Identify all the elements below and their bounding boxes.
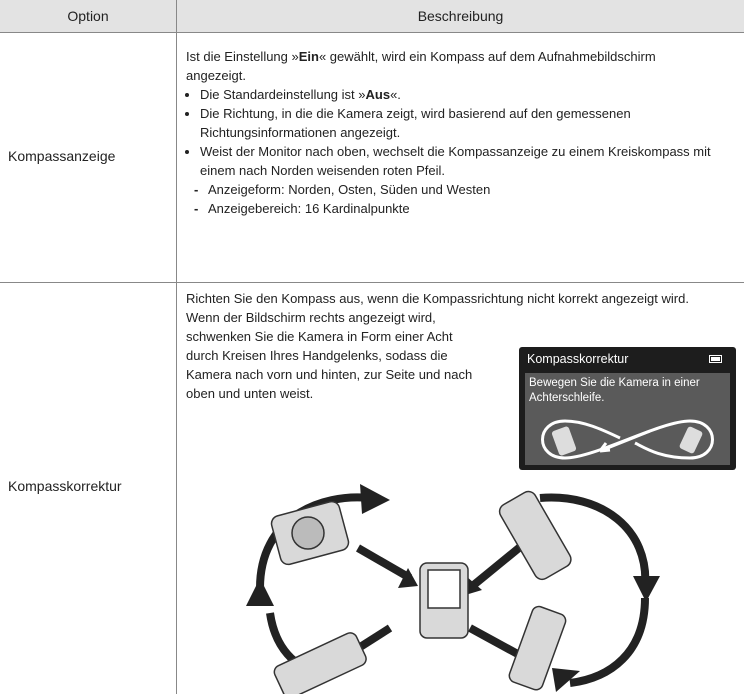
bullet: Die Richtung, in die die Kamera zeigt, w… (200, 104, 660, 142)
description: Ist die Einstellung »Ein« gewählt, wird … (186, 47, 711, 218)
text: Ist die Einstellung » (186, 49, 299, 64)
bullet-list: Die Standardeinstellung ist »Aus«. Die R… (186, 85, 711, 180)
screen-message-box: Bewegen Sie die Kamera in einer Achtersc… (525, 373, 730, 465)
text: « gewählt, wird ein Kompass auf dem Aufn… (186, 49, 656, 83)
screen-title: Kompasskorrektur (527, 352, 629, 366)
paragraph: Richten Sie den Kompass aus, wenn die Ko… (186, 291, 689, 306)
header-description: Beschreibung (177, 0, 744, 33)
row-divider (0, 282, 744, 283)
figure-eight-icon (541, 419, 714, 460)
screen-message: Bewegen Sie die Kamera in einer Achtersc… (529, 377, 700, 404)
sub-bullet: Anzeigebereich: 16 Kardinalpunkte (208, 199, 706, 218)
text: «. (390, 87, 401, 102)
camera-screen: Kompasskorrektur Bewegen Sie die Kamera … (519, 347, 736, 470)
text: Die Standardeinstellung ist » (200, 87, 366, 102)
option-label: Kompassanzeige (8, 148, 116, 164)
paragraph: Wenn der Bildschirm rechts angezeigt wir… (186, 310, 473, 401)
rotation-illustration (246, 484, 660, 694)
bold-text: Aus (365, 87, 391, 102)
intro: Ist die Einstellung »Ein« gewählt, wird … (186, 47, 706, 85)
battery-icon (709, 355, 722, 363)
option-label: Kompasskorrektur (8, 478, 122, 494)
bullet: Die Standardeinstellung ist »Aus«. (200, 85, 706, 104)
bullet: Weist der Monitor nach oben, wechselt di… (200, 142, 744, 180)
bold-text: Ein (298, 49, 319, 64)
column-divider (176, 0, 177, 694)
sub-bullet: Anzeigeform: Norden, Osten, Süden und We… (208, 180, 706, 199)
sub-list: Anzeigeform: Norden, Osten, Süden und We… (186, 180, 706, 218)
header-option: Option (0, 0, 176, 33)
